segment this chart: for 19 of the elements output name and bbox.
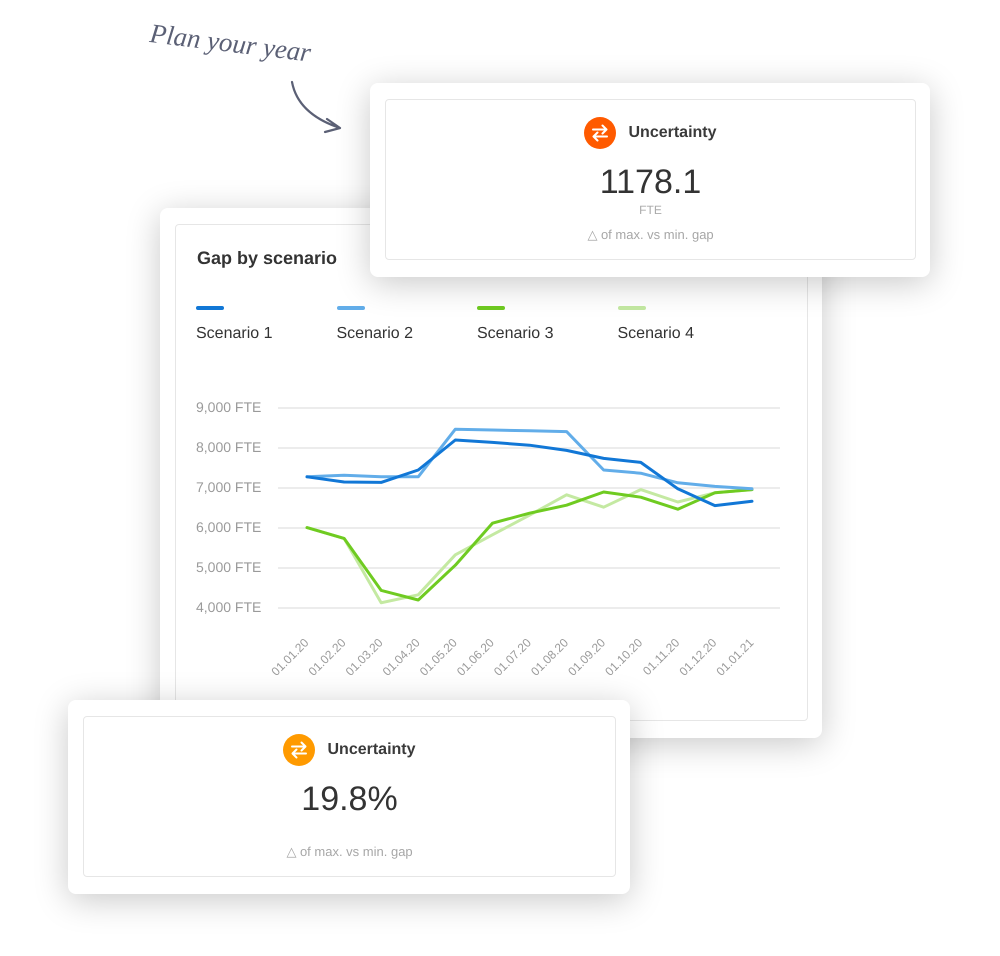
text: Plan your year [148,18,313,69]
legend-label: Scenario 3 [477,324,554,344]
text: △ of max. vs min. gap [285,844,414,860]
y-tick-label: 9,000 FTE [196,398,262,415]
text: 1178.1 [598,162,702,202]
y-tick-label: 7,000 FTE [196,478,262,495]
y-tick-label: 4,000 FTE [196,598,262,615]
y-tick-label: 8,000 FTE [196,438,262,455]
legend-label: Scenario 2 [336,324,413,344]
legend-label: Scenario 4 [618,324,694,344]
text: FTE [638,203,663,217]
y-tick-label: 6,000 FTE [196,518,262,535]
chart-title: Gap by scenario [197,247,338,269]
text: 19.8% [300,779,399,819]
y-tick-label: 5,000 FTE [196,558,262,575]
text: △ of max. vs min. gap [586,227,715,243]
text: Uncertainty [628,123,717,143]
legend-label: Scenario 1 [196,324,272,344]
text: Uncertainty [327,740,416,760]
